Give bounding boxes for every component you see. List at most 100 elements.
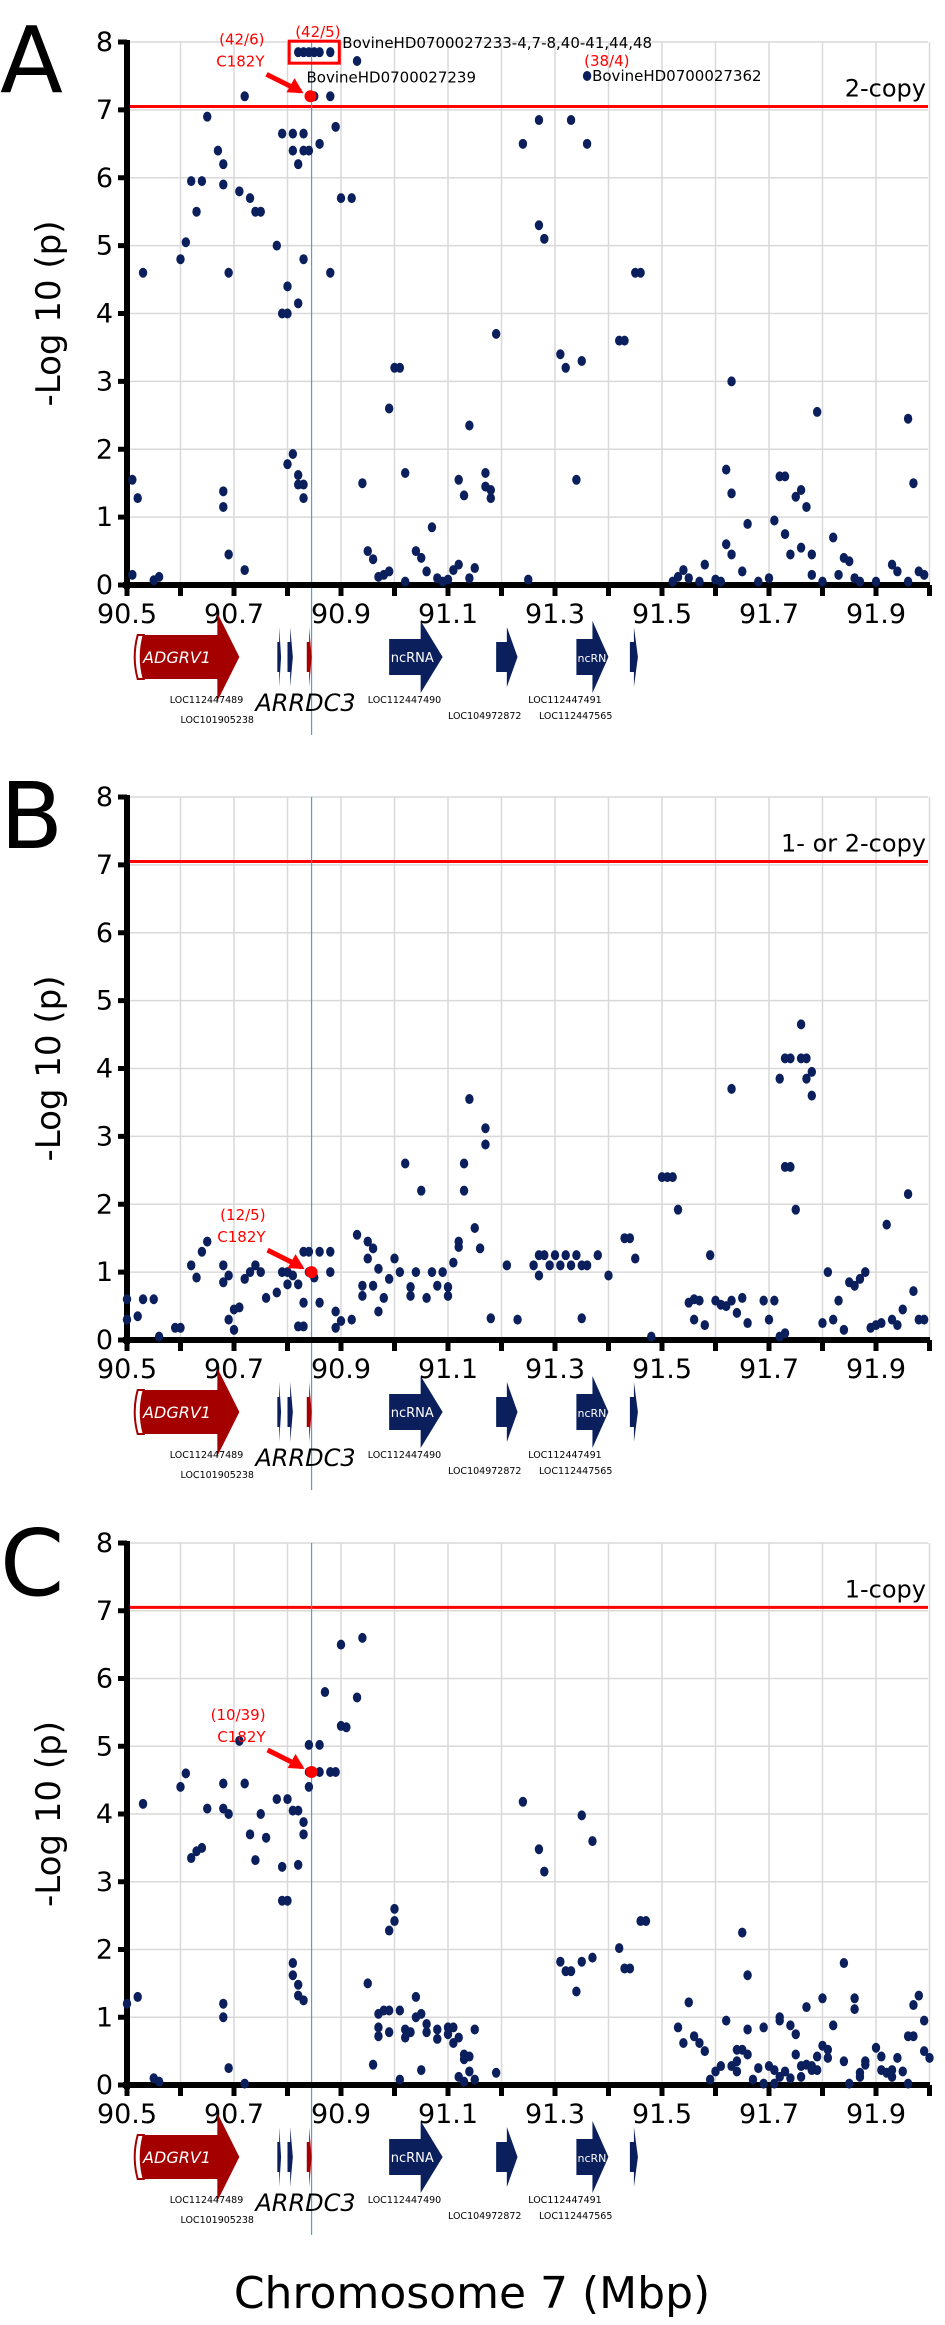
data-point [770,2065,779,2076]
panel-b: B 0 1 2 3 4 5 6 7 8 90.5 90.7 90.9 91.1 91.3 91.5 91.7 91… [0,763,932,1490]
data-point [780,2066,790,2077]
data-point [133,1991,142,2002]
x-tick-label: 90.7 [204,1354,264,1385]
gene-adgrv1-break-icon [133,1389,146,1435]
gene-loc101905238-arrow [287,627,293,687]
data-point [352,1692,362,1703]
data-point [796,2071,806,2082]
data-point [133,1311,142,1322]
data-point [401,468,410,479]
data-point [294,1859,303,1870]
data-point [235,1302,244,1313]
data-point [534,115,544,126]
data-point [861,2059,870,2070]
data-point [470,2074,479,2085]
data-point [722,2015,731,2026]
data-point [251,1855,260,1866]
data-point [240,565,249,576]
data-point [534,1844,544,1855]
data-point [251,1260,260,1271]
data-point [219,1998,228,2009]
ncrna-label: ncRNA [391,1406,434,1421]
data-point [224,2063,233,2074]
data-point [829,2020,838,2031]
data-point [887,559,897,570]
gene-loc101905238-arrow [287,2127,293,2187]
data-point [422,2027,431,2038]
data-point [700,1320,709,1331]
data-point [470,563,479,574]
gene-loc104972872-arrow [496,627,518,687]
data-point [807,1066,816,1077]
data-point [390,1916,399,1927]
data-point [315,1246,324,1257]
data-point [641,1916,651,1927]
snp-label: BovineHD0700027362 [592,67,762,85]
y-axis-label: -Log 10 (p) [29,1721,69,1907]
data-point [374,1306,383,1317]
gene-loc112447489-arrow [277,1382,282,1442]
data-point [283,459,292,470]
gene-label: LOC101905238 [181,715,254,726]
data-point [219,486,228,497]
cluster-snp-label: BovineHD0700027233-4,7-8,40-41,44,48 [342,34,652,52]
data-point [871,2042,881,2053]
data-point [459,1185,469,1196]
gene-loc101905238-arrow [287,1382,293,1442]
data-point [422,2019,431,2030]
data-point [919,2015,929,2026]
data-point [705,1250,715,1261]
data-point [235,186,244,197]
data-point [839,2056,849,2067]
data-point [545,1260,554,1271]
gene-label: LOC112447490 [368,2195,441,2206]
data-point [673,2022,683,2033]
y-tick-label: 5 [96,1731,113,1762]
data-point [839,1958,849,1969]
data-point [481,1139,490,1150]
data-point [187,1260,196,1271]
data-point [807,1090,816,1101]
data-point [459,2076,469,2087]
gene-ncrna-arrow [389,2121,443,2193]
data-point [465,420,474,431]
data-point [406,1282,415,1293]
ncrna-label: ncRNA [577,2152,614,2165]
data-point [807,569,816,580]
gene-label: LOC104972872 [448,2211,521,2222]
snp-label: BovineHD0700027239 [307,68,477,86]
c182y-label: C182Y [217,1728,266,1746]
data-point [326,47,335,58]
data-point [406,2027,415,2038]
data-point [427,1267,437,1278]
y-tick-label: 8 [96,1528,113,1559]
data-point [197,1842,207,1853]
data-point [486,493,495,504]
data-point [604,1270,613,1281]
data-point [411,1267,421,1278]
x-tick-label: 91.5 [632,599,692,630]
x-tick-label: 91.1 [418,599,478,630]
gene-label: LOC112447489 [170,1450,243,1461]
data-point [540,1866,549,1877]
data-point [219,501,228,512]
gene-arrdc3-arrow [306,1382,312,1442]
data-point [893,566,902,577]
copy-model-label: 1-copy [845,1575,926,1603]
data-point [898,1304,907,1315]
snp-cluster-box [287,39,341,65]
data-point [368,1280,378,1291]
gene-loc112447565-arrow [629,2127,638,2187]
data-point [823,2044,833,2055]
data-point [796,542,806,553]
data-point [738,566,747,577]
data-point [909,478,918,489]
data-point [716,576,726,587]
data-point [240,1273,249,1284]
data-point [384,566,394,577]
data-point [786,549,795,560]
data-point [283,281,292,292]
data-point [556,1260,565,1271]
data-point [417,2065,426,2076]
data-point [732,1307,742,1318]
